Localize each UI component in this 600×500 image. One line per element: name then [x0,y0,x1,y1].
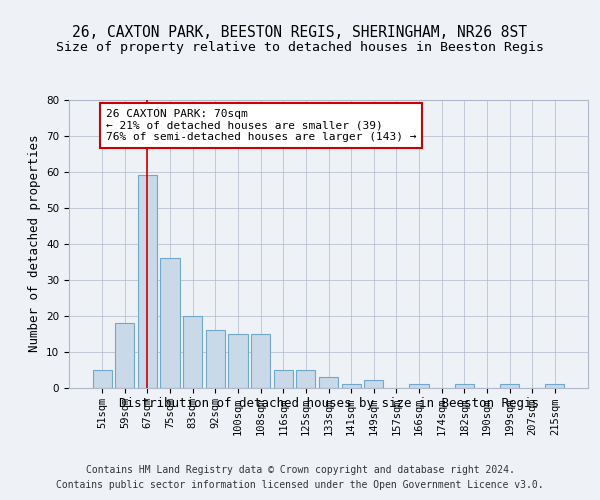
Text: 26 CAXTON PARK: 70sqm
← 21% of detached houses are smaller (39)
76% of semi-deta: 26 CAXTON PARK: 70sqm ← 21% of detached … [106,109,416,142]
Bar [206,330,225,388]
Bar [92,370,112,388]
Bar [274,370,293,388]
Text: 26, CAXTON PARK, BEESTON REGIS, SHERINGHAM, NR26 8ST: 26, CAXTON PARK, BEESTON REGIS, SHERINGH… [73,25,527,40]
Y-axis label: Number of detached properties: Number of detached properties [28,135,41,352]
Bar [251,334,270,388]
Text: Contains public sector information licensed under the Open Government Licence v3: Contains public sector information licen… [56,480,544,490]
Bar [455,384,474,388]
Bar [409,384,428,388]
Bar [160,258,180,388]
Text: Distribution of detached houses by size in Beeston Regis: Distribution of detached houses by size … [119,398,539,410]
Bar [319,376,338,388]
Bar [341,384,361,388]
Bar [545,384,565,388]
Text: Contains HM Land Registry data © Crown copyright and database right 2024.: Contains HM Land Registry data © Crown c… [86,465,514,475]
Bar [138,176,157,388]
Bar [115,323,134,388]
Bar [229,334,248,388]
Bar [500,384,519,388]
Bar [183,316,202,388]
Bar [296,370,316,388]
Bar [364,380,383,388]
Text: Size of property relative to detached houses in Beeston Regis: Size of property relative to detached ho… [56,41,544,54]
